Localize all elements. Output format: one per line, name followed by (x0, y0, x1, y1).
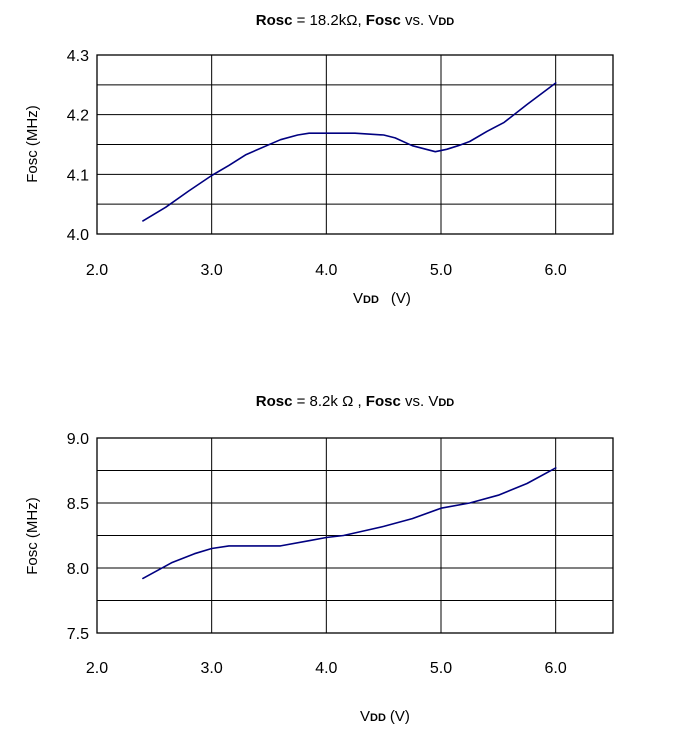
chart-1-y-ticks: 4.0 4.1 4.2 4.3 (67, 48, 89, 244)
chart-1-title-part2: = 18.2kΩ, (292, 12, 365, 29)
chart-2-gridlines (97, 438, 613, 633)
chart-2-x-tick-label: 2.0 (86, 660, 108, 677)
chart-2-x-tick-label: 3.0 (201, 660, 223, 677)
chart-1-x-axis-label-main: V (353, 290, 363, 307)
chart-2-series-line (142, 467, 557, 580)
chart-2-y-tick-label: 7.5 (67, 626, 89, 643)
chart-1-title-part3: Fosc (366, 12, 401, 29)
chart-2-title-part4: vs. V (401, 393, 439, 410)
chart-2-title-part5: DD (438, 397, 454, 409)
chart-2-title: Rosc = 8.2k Ω , Fosc vs. VDD (256, 393, 455, 410)
chart-1-y-tick-label: 4.0 (67, 227, 89, 244)
chart-2: Rosc = 8.2k Ω , Fosc vs. VDD 7.58.08.59.… (24, 393, 614, 725)
chart-1-x-tick-label: 2.0 (86, 262, 108, 279)
chart-1-title-part5: DD (438, 16, 454, 28)
chart-2-x-axis-label: VDD (V) (360, 708, 410, 725)
chart-2-x-axis-label-sub: DD (370, 712, 386, 724)
chart-2-y-tick-label: 8.5 (67, 496, 89, 513)
chart-1-title: Rosc = 18.2kΩ, Fosc vs. VDD (256, 12, 455, 29)
chart-2-x-axis-label-main: V (360, 708, 370, 725)
chart-2-x-tick-label: 6.0 (545, 660, 567, 677)
chart-2-title-part3: Fosc (366, 393, 401, 410)
chart-1-y-tick-label: 4.3 (67, 48, 89, 65)
chart-2-title-part2: = 8.2k Ω , (292, 393, 365, 410)
chart-2-x-ticks: 2.0 3.0 4.0 5.0 6.0 (86, 660, 567, 677)
chart-2-y-tick-label: 9.0 (67, 431, 89, 448)
chart-2-y-ticks: 7.5 8.0 8.5 9.0 (67, 431, 89, 643)
chart-1-y-axis-label: Fosc (MHz) (24, 105, 41, 183)
chart-1-x-axis-label: VDD (V) (353, 290, 411, 307)
chart-2-y-axis-label: Fosc (MHz) (24, 497, 41, 575)
chart-1-y-tick-label: 4.2 (67, 108, 89, 125)
chart-2-series (142, 467, 557, 580)
chart-2-x-tick-label: 4.0 (315, 660, 337, 677)
chart-1-title-part1: Rosc (256, 12, 293, 29)
chart-1-x-ticks: 2.0 3.0 4.0 5.0 6.0 (86, 262, 567, 279)
chart-1-gridlines (97, 55, 613, 234)
chart-2-title-part1: Rosc (256, 393, 293, 410)
chart-1-y-tick-label: 4.1 (67, 167, 89, 184)
chart-1-series-line (142, 82, 557, 222)
chart-1-series (142, 82, 557, 222)
chart-1-x-axis-label-unit: (V) (391, 290, 411, 307)
chart-1: Rosc = 18.2kΩ, Fosc vs. VDD 4.04.14.24.3… (24, 12, 614, 307)
chart-1-x-tick-label: 3.0 (201, 262, 223, 279)
chart-1-x-tick-label: 4.0 (315, 262, 337, 279)
chart-1-x-tick-label: 5.0 (430, 262, 452, 279)
chart-2-x-tick-label: 5.0 (430, 660, 452, 677)
chart-1-x-axis-label-sub: DD (363, 294, 379, 306)
chart-1-x-tick-label: 6.0 (545, 262, 567, 279)
chart-2-x-axis-label-unit: (V) (390, 708, 410, 725)
chart-1-title-part4: vs. V (401, 12, 439, 29)
chart-2-y-tick-label: 8.0 (67, 561, 89, 578)
